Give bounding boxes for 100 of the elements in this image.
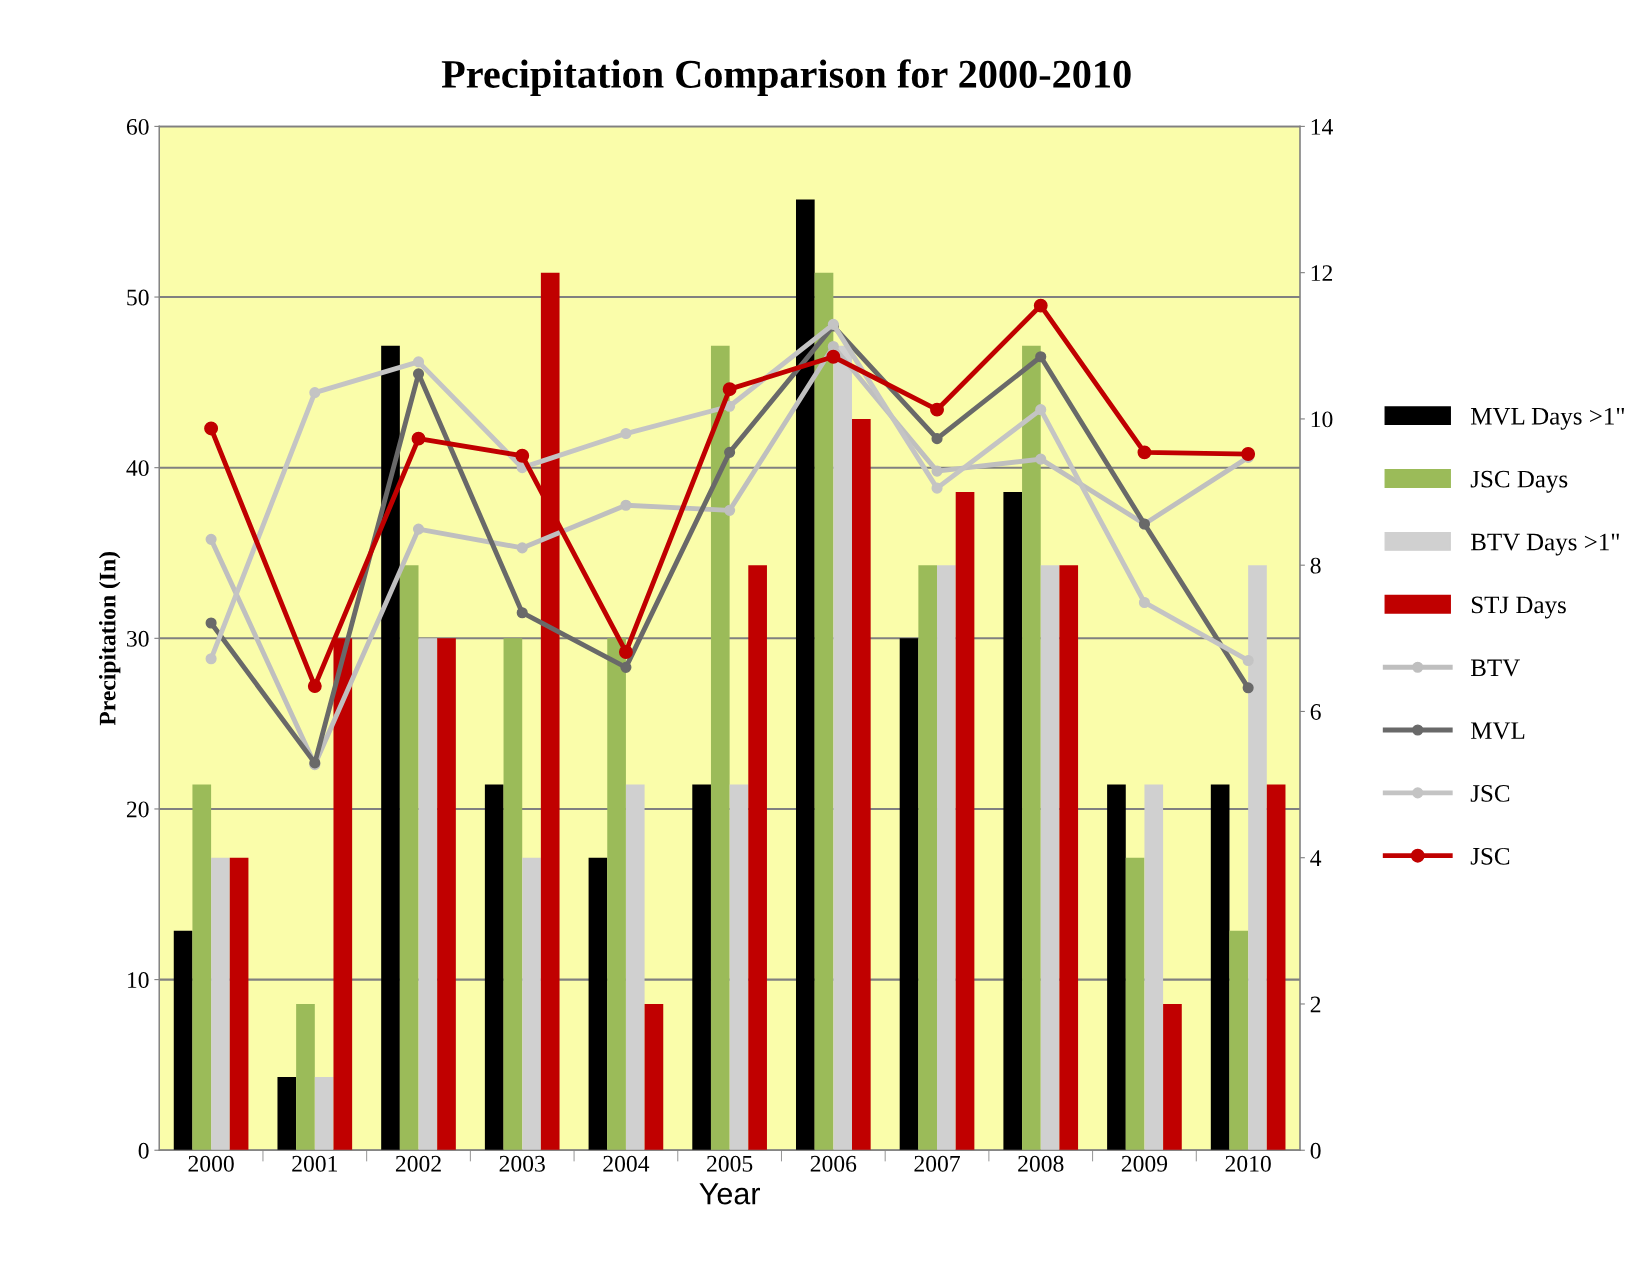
bar [503,638,523,1151]
x-tick-label: 2000 [188,1155,234,1172]
x-tick-label: 2008 [1018,1155,1064,1172]
y2-tick-label: 4 [1310,850,1322,866]
bar [211,857,230,1151]
y2-tick-label: 14 [1311,119,1333,135]
point [930,402,944,417]
bar [588,857,608,1151]
x-tick-label: 2005 [707,1155,753,1172]
y-tick-label: 30 [127,630,149,647]
point [411,431,426,446]
x-tick-label: 2006 [810,1155,857,1172]
bar [918,565,938,1151]
bar [748,565,767,1151]
point [412,356,425,368]
point [724,446,736,458]
legend-label: STJ Days [1471,596,1566,619]
bar [1210,784,1230,1151]
legend-label: BTV Days >1" [1470,533,1619,556]
bar [277,1077,297,1151]
legend-label: JSC Days [1470,470,1568,493]
bar [937,565,956,1151]
legend-label: BTV [1470,659,1520,677]
point [205,617,217,629]
point [1241,447,1256,461]
bar [296,1003,315,1151]
point [516,607,528,619]
point [1242,682,1254,694]
y2-tick-label: 8 [1310,557,1321,574]
point [1035,453,1047,465]
point [1242,654,1254,667]
point [1035,351,1047,363]
bar [644,1003,664,1151]
x-tick-label: 2003 [499,1155,545,1172]
bar [1144,784,1164,1151]
point [722,382,737,397]
point [724,400,736,412]
point [1033,298,1048,313]
point [1137,445,1152,460]
point [205,533,217,545]
point [205,653,217,665]
point [826,349,841,364]
y2-tick-label: 2 [1310,996,1321,1013]
point [1138,596,1150,609]
y2-tick-label: 10 [1311,411,1333,428]
bar [484,784,504,1151]
point [620,427,632,440]
point [516,542,528,554]
x-axis-title: Year [699,1183,760,1205]
point [620,499,632,511]
bar [1022,345,1041,1151]
bar [607,638,626,1151]
legend-label: JSC [1470,785,1510,802]
y-tick-label: 60 [126,118,149,135]
legend-label: MVL [1470,722,1525,740]
y-tick-label: 10 [127,972,149,989]
point [515,448,530,463]
x-tick-label: 2007 [914,1155,960,1172]
bar [229,857,249,1151]
y-tick-label: 0 [138,1142,149,1159]
bar [899,638,919,1151]
legend-label: MVL Days >1" [1470,407,1624,430]
bar [522,857,541,1151]
bar [437,638,456,1151]
point [618,645,633,659]
legend-label: JSC [1470,847,1510,865]
bar [814,272,834,1151]
y-tick-label: 40 [126,460,149,477]
point [1035,404,1047,416]
bar [1163,1003,1182,1151]
x-tick-label: 2009 [1121,1155,1168,1172]
x-tick-label: 2002 [395,1155,441,1172]
y-axis-title: Precipitation (In) [98,552,121,726]
point [204,421,219,436]
bar [314,1077,334,1151]
bar [1266,784,1286,1151]
y-tick-label: 20 [126,801,149,818]
bar [1040,565,1060,1151]
y2-tick-label: 12 [1311,265,1333,281]
point [931,482,943,494]
point [620,661,632,673]
bar [955,492,975,1151]
bar [729,784,749,1151]
bar [1059,565,1079,1151]
bar [852,418,871,1151]
bar [796,199,815,1151]
bar [173,930,193,1151]
point [724,504,736,516]
bar [625,784,645,1151]
point [307,679,322,694]
bar [1229,930,1249,1151]
bar [192,784,212,1151]
chart-title: Precipitation Comparison for 2000-2010 [441,59,1131,97]
bar [1125,857,1145,1151]
bar [1107,784,1126,1151]
bar [418,638,438,1151]
bar [692,784,711,1151]
y2-tick-label: 6 [1310,704,1321,720]
bar [710,345,730,1151]
bar [1003,492,1023,1151]
